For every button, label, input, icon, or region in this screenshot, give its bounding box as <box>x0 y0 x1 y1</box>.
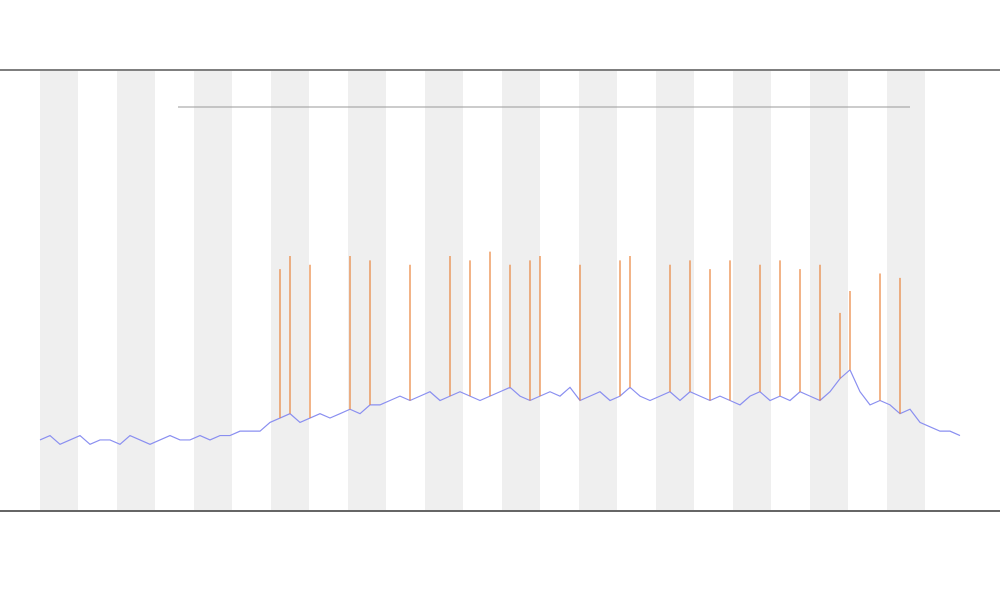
band <box>502 71 540 510</box>
band <box>887 71 925 510</box>
band <box>194 71 232 510</box>
band <box>810 71 848 510</box>
background-bands <box>40 71 925 510</box>
band <box>733 71 771 510</box>
band <box>656 71 694 510</box>
band <box>117 71 155 510</box>
band <box>348 71 386 510</box>
line-series <box>39 368 961 446</box>
band <box>425 71 463 510</box>
band <box>579 71 617 510</box>
